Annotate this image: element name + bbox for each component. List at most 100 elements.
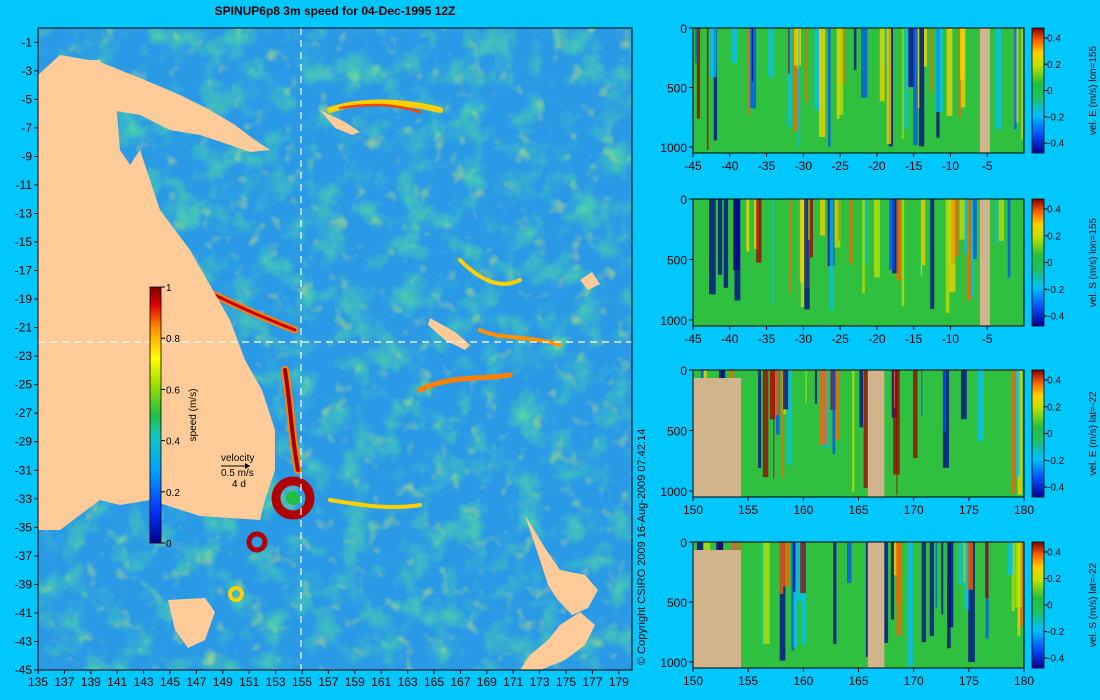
section-band: [717, 199, 723, 275]
section-band: [760, 542, 763, 646]
section-band: [998, 199, 1004, 241]
section-band: [948, 542, 954, 628]
map-y-tick-label: -19: [15, 292, 33, 306]
section-colorbar-tick-label: -0.4: [1047, 312, 1065, 323]
section-band: [733, 199, 740, 271]
section-colorbar-tick-label: -0.4: [1047, 139, 1065, 150]
section-band: [1021, 28, 1023, 140]
section-panel: -45 -40 -35 -30 -25 -20 -15 -10 -5 0 500 1000 0.4 0.2…: [660, 193, 1099, 346]
section-band: [800, 199, 804, 308]
section-colorbar-tick-label: 0.4: [1047, 34, 1061, 45]
section-band: [805, 28, 808, 103]
section-band: [913, 28, 918, 146]
map-y-tick-label: -37: [15, 549, 33, 563]
section-x-tick-label: 180: [1014, 674, 1034, 688]
map-title: SPINUP6p8 3m speed for 04-Dec-1995 12Z: [215, 4, 456, 18]
map-x-tick-label: 165: [424, 675, 444, 689]
section-band: [793, 28, 800, 132]
section-band: [771, 370, 779, 416]
section-band: [921, 370, 923, 416]
section-band: [964, 542, 969, 610]
section-band: [923, 28, 927, 67]
section-band: [779, 542, 786, 661]
section-band: [706, 28, 709, 150]
map-x-tick-label: 171: [503, 675, 523, 689]
section-band: [786, 370, 793, 465]
section-band: [977, 370, 984, 442]
section-band: [995, 28, 1002, 129]
section-colorbar-tick-label: 0: [1047, 86, 1053, 97]
section-y-tick-label: 0: [680, 536, 687, 550]
section-y-tick-label: 500: [667, 596, 687, 610]
section-band: [713, 28, 718, 141]
section-x-tick-label: -25: [831, 332, 849, 346]
section-x-tick-label: 180: [1014, 503, 1034, 517]
map-y-tick-label: -13: [15, 206, 33, 220]
section-band: [946, 28, 953, 116]
section-band: [829, 199, 834, 311]
section-band: [920, 199, 923, 277]
section-band: [966, 199, 971, 301]
section-band: [921, 542, 926, 643]
section-x-tick-label: -10: [942, 332, 960, 346]
section-panels: -45 -40 -35 -30 -25 -20 -15 -10 -5 0 500 1000 0.4 0.2…: [660, 22, 1099, 688]
map-x-tick-label: 167: [450, 675, 470, 689]
section-band: [838, 28, 844, 115]
section-y-tick-label: 500: [667, 424, 687, 438]
map-y-tick-label: -9: [21, 149, 32, 163]
section-band: [1017, 370, 1023, 495]
section-band: [833, 542, 837, 644]
section-panel: 150 155 160 165 170 175 180 0 500 1000 0.4 0.2 0 -0.2…: [660, 364, 1099, 517]
section-colorbar-tick-label: 0.2: [1047, 231, 1061, 242]
section-band: [709, 28, 717, 78]
section-band: [834, 199, 841, 248]
map-x-ticks: 135 137 139 141 143 145 147 149 151 153 155 157 159 1…: [28, 670, 629, 689]
section-band: [1011, 542, 1015, 612]
section-band: [1007, 542, 1013, 576]
section-colorbar-tick-label: 0.4: [1047, 376, 1061, 387]
section-land: [867, 370, 885, 497]
section-band: [778, 542, 784, 595]
section-band: [836, 28, 840, 120]
section-band: [930, 199, 935, 310]
map-x-tick-label: 169: [477, 675, 497, 689]
map-x-tick-label: 161: [371, 675, 391, 689]
section-band: [896, 199, 902, 281]
map-x-tick-label: 155: [292, 675, 312, 689]
section-band: [1011, 370, 1016, 494]
section-band: [892, 199, 899, 274]
section-x-tick-label: 165: [848, 503, 868, 517]
map-y-tick-label: -35: [15, 520, 33, 534]
section-band: [922, 199, 926, 266]
section-band: [1015, 370, 1020, 477]
section-y-tick-label: 1000: [660, 656, 687, 670]
section-x-tick-label: 150: [683, 503, 703, 517]
section-band: [852, 370, 855, 492]
section-band: [751, 28, 754, 82]
section-band: [819, 370, 827, 445]
map-frame: [37, 27, 633, 671]
map-y-tick-label: -11: [16, 178, 33, 192]
section-colorbar-tick-label: 0: [1047, 258, 1053, 269]
section-x-tick-label: 160: [793, 674, 813, 688]
section-y-tick-label: 0: [680, 22, 687, 36]
section-band: [792, 542, 796, 592]
map-y-tick-label: -33: [15, 492, 33, 506]
section-band: [943, 370, 946, 432]
map-x-tick-label: 153: [266, 675, 286, 689]
section-colorbar-tick-label: -0.2: [1047, 112, 1065, 123]
speed-colorbar: [149, 286, 162, 544]
section-band: [814, 28, 820, 111]
section-band: [967, 542, 974, 590]
map-x-tick-label: 163: [398, 675, 418, 689]
section-band: [723, 199, 729, 288]
new-guinea: [38, 55, 270, 152]
solomon-islands: [320, 110, 360, 135]
section-x-tick-label: 170: [904, 503, 924, 517]
section-band: [846, 542, 852, 583]
map-y-tick-label: -7: [21, 121, 32, 135]
section-background: [693, 28, 1024, 153]
section-colorbar-tick-label: 0: [1047, 429, 1053, 440]
section-band: [860, 28, 868, 98]
section-band: [768, 28, 775, 78]
